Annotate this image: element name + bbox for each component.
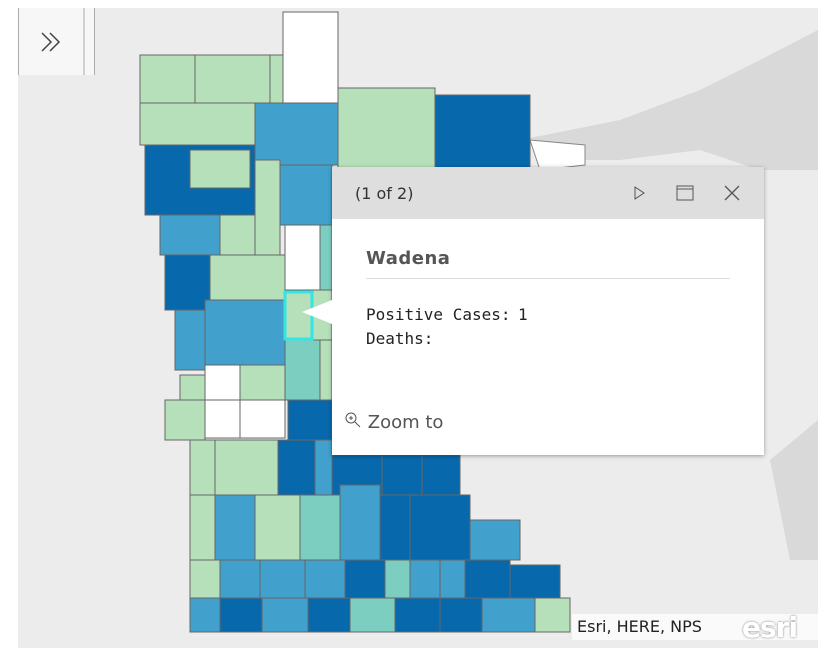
county[interactable] — [214, 439, 279, 496]
dock-button[interactable] — [675, 183, 695, 203]
county[interactable] — [314, 439, 333, 496]
county[interactable] — [189, 559, 221, 599]
county[interactable] — [239, 399, 286, 439]
zoom-icon — [345, 412, 361, 428]
county[interactable] — [269, 54, 284, 104]
attribution-bar: Esri, HERE, NPS esri — [572, 611, 818, 644]
county[interactable] — [164, 254, 211, 311]
field-label: Deaths: — [366, 329, 434, 348]
county[interactable] — [469, 519, 521, 561]
next-button[interactable] — [630, 183, 650, 203]
county[interactable] — [337, 87, 436, 169]
county[interactable] — [464, 559, 511, 599]
county[interactable] — [179, 374, 206, 401]
county[interactable] — [209, 254, 286, 301]
county[interactable] — [349, 597, 396, 633]
county[interactable] — [174, 309, 206, 371]
lake — [520, 30, 818, 170]
county[interactable] — [534, 597, 571, 633]
county[interactable] — [409, 494, 471, 561]
county[interactable] — [164, 399, 206, 441]
zoom-to[interactable]: Zoom to — [344, 411, 443, 433]
county[interactable] — [219, 597, 263, 633]
county[interactable] — [277, 439, 316, 496]
counties — [139, 11, 571, 633]
county[interactable] — [307, 597, 351, 633]
county[interactable] — [409, 559, 441, 599]
county[interactable] — [189, 439, 216, 496]
county[interactable] — [204, 299, 286, 366]
lake — [770, 420, 818, 560]
county[interactable] — [287, 399, 333, 441]
county[interactable] — [239, 364, 286, 401]
county[interactable] — [439, 597, 483, 633]
county[interactable] — [139, 102, 256, 146]
county[interactable] — [261, 597, 309, 633]
county[interactable] — [339, 484, 381, 561]
county[interactable] — [284, 339, 321, 401]
pager: (1 of 2) — [355, 184, 414, 203]
county[interactable] — [189, 149, 251, 189]
county[interactable] — [319, 224, 333, 291]
field-label: Positive Cases: — [366, 305, 511, 324]
county[interactable] — [394, 597, 441, 633]
county[interactable] — [139, 54, 196, 104]
county[interactable] — [189, 494, 216, 561]
county[interactable] — [254, 494, 301, 561]
county[interactable] — [159, 214, 221, 256]
county[interactable] — [219, 214, 256, 256]
county[interactable] — [189, 597, 221, 633]
county[interactable] — [319, 339, 333, 401]
county[interactable] — [344, 559, 386, 599]
county[interactable] — [421, 454, 461, 496]
county[interactable] — [219, 559, 261, 599]
county[interactable] — [259, 559, 306, 599]
county[interactable] — [204, 364, 241, 401]
county[interactable] — [439, 559, 466, 599]
county[interactable] — [254, 102, 339, 166]
popup-title: Wadena — [366, 248, 451, 269]
land — [529, 139, 586, 171]
county[interactable] — [279, 164, 333, 226]
county[interactable] — [204, 399, 241, 439]
county[interactable] — [214, 494, 256, 561]
popup-pointer — [302, 300, 332, 324]
county[interactable] — [509, 564, 561, 599]
logo: esri — [742, 611, 798, 644]
county[interactable] — [304, 559, 346, 599]
panel-toggle[interactable] — [18, 8, 95, 75]
county[interactable] — [384, 559, 411, 599]
county[interactable] — [381, 454, 423, 496]
popup-header: (1 of 2) — [332, 167, 764, 219]
county[interactable] — [284, 224, 321, 291]
attribution: Esri, HERE, NPS — [577, 617, 702, 636]
divider — [366, 278, 730, 279]
toggle-icon — [41, 8, 85, 75]
close-button[interactable] — [722, 183, 742, 203]
county[interactable] — [194, 54, 271, 104]
county[interactable] — [299, 494, 341, 561]
field-value: 1 — [518, 305, 528, 324]
county[interactable] — [254, 159, 281, 256]
county[interactable] — [481, 597, 536, 633]
popup: (1 of 2) Wadena Positive Cases: 1 Deaths… — [302, 167, 764, 455]
county[interactable] — [379, 494, 411, 561]
zoom-label: Zoom to — [367, 412, 444, 433]
